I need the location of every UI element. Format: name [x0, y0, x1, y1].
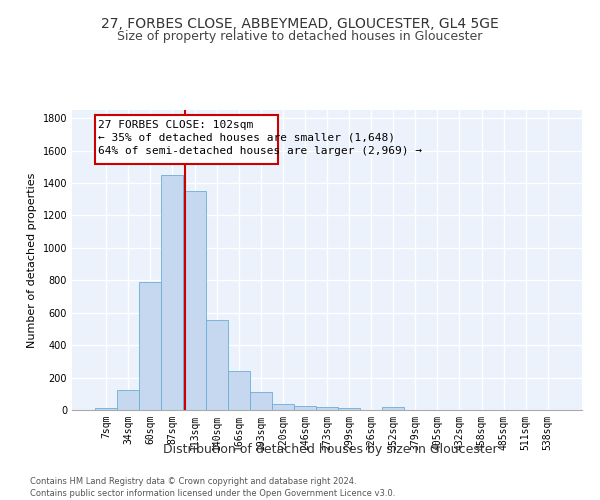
Bar	[382, 407, 404, 410]
Text: 27, FORBES CLOSE, ABBEYMEAD, GLOUCESTER, GL4 5GE: 27, FORBES CLOSE, ABBEYMEAD, GLOUCESTER,…	[101, 18, 499, 32]
Text: Contains HM Land Registry data © Crown copyright and database right 2024.: Contains HM Land Registry data © Crown c…	[30, 478, 356, 486]
Bar	[161, 175, 184, 410]
Bar	[338, 408, 360, 410]
Y-axis label: Number of detached properties: Number of detached properties	[27, 172, 37, 348]
Bar	[95, 408, 117, 410]
Bar	[294, 406, 316, 410]
Bar	[316, 407, 338, 410]
Bar	[272, 404, 294, 410]
FancyBboxPatch shape	[95, 115, 278, 164]
Text: Distribution of detached houses by size in Gloucester: Distribution of detached houses by size …	[163, 442, 497, 456]
Text: Contains public sector information licensed under the Open Government Licence v3: Contains public sector information licen…	[30, 489, 395, 498]
Bar	[184, 191, 206, 410]
Bar	[206, 320, 227, 410]
Text: Size of property relative to detached houses in Gloucester: Size of property relative to detached ho…	[118, 30, 482, 43]
Text: 27 FORBES CLOSE: 102sqm
← 35% of detached houses are smaller (1,648)
64% of semi: 27 FORBES CLOSE: 102sqm ← 35% of detache…	[98, 120, 422, 156]
Bar	[117, 390, 139, 410]
Bar	[250, 392, 272, 410]
Bar	[227, 371, 250, 410]
Bar	[139, 282, 161, 410]
